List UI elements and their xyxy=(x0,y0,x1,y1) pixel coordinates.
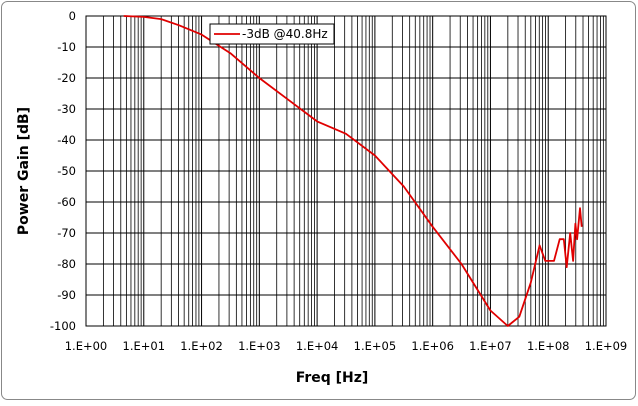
x-tick-label: 1.E+01 xyxy=(123,339,166,353)
x-tick-label: 1.E+03 xyxy=(238,339,281,353)
y-tick-label: -50 xyxy=(57,164,76,178)
x-tick-label: 1.E+06 xyxy=(411,339,454,353)
x-axis-label: Freq [Hz] xyxy=(296,370,369,386)
x-tick-label: 1.E+09 xyxy=(585,339,628,353)
y-tick-label: -10 xyxy=(57,40,76,54)
x-tick-label: 1.E+05 xyxy=(354,339,397,353)
legend-label: -3dB @40.8Hz xyxy=(242,27,328,41)
x-tick-label: 1.E+07 xyxy=(469,339,512,353)
y-tick-label: -30 xyxy=(57,102,76,116)
y-tick-label: -70 xyxy=(57,226,76,240)
y-axis-label: Power Gain [dB] xyxy=(16,107,32,235)
data-line xyxy=(123,15,583,327)
y-tick-label: -20 xyxy=(57,71,76,85)
x-tick-label: 1.E+04 xyxy=(296,339,339,353)
y-tick-label: -90 xyxy=(57,288,76,302)
y-tick-label: -40 xyxy=(57,133,76,147)
y-tick-label: -80 xyxy=(57,257,76,271)
y-tick-label: -100 xyxy=(50,319,76,333)
y-tick-label: 0 xyxy=(69,9,76,23)
x-tick-label: 1.E+08 xyxy=(527,339,570,353)
x-tick-label: 1.E+00 xyxy=(65,339,108,353)
x-tick-label: 1.E+02 xyxy=(180,339,223,353)
legend-box xyxy=(209,23,335,45)
y-tick-label: -60 xyxy=(57,195,76,209)
